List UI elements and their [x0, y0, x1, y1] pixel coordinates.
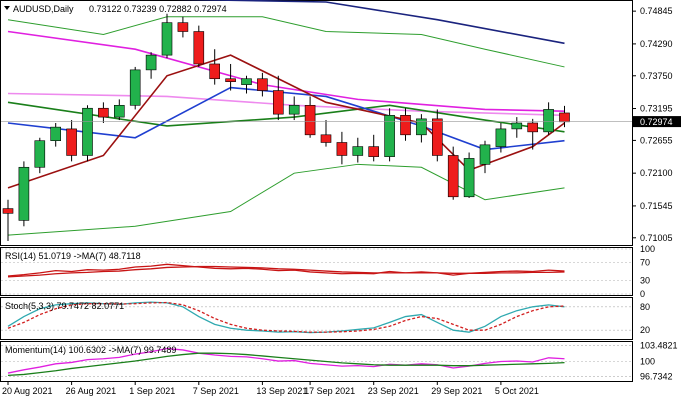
bull-candle: [129, 69, 141, 106]
momentum-lines: [7, 347, 565, 377]
price-tick-label: 0.72100: [640, 168, 673, 178]
bear-candle: [368, 146, 380, 157]
bear-candle: [400, 115, 411, 136]
bull-candle: [416, 118, 427, 136]
bull-candle: [50, 126, 62, 142]
bull-candle: [241, 78, 252, 85]
rsi-lines: [7, 263, 565, 278]
momentum-title: Momentum(14) 100.6302 ->MA(7) 99.7489: [5, 345, 176, 355]
rsi-title: RSI(14) 51.0719 ->MA(7) 48.7118: [5, 251, 141, 261]
bear-candle: [304, 104, 316, 136]
bull-candle: [511, 122, 523, 130]
date-tick-label: 13 Sep 2021: [256, 386, 307, 396]
date-tick-label: 23 Sep 2021: [368, 386, 419, 396]
bull-candle: [495, 128, 507, 147]
rsi-axis: 100 70 30 0: [640, 244, 655, 299]
panel-tick-label: 0: [640, 289, 645, 299]
overlay-line-ma_navy: [175, 0, 565, 45]
panel-tick-label: 100: [640, 244, 655, 254]
price-tick-label: 0.74845: [640, 6, 673, 16]
panel-tick-label: 30: [640, 276, 650, 286]
bull-candle: [352, 146, 364, 156]
date-tick-label: 17 Sep 2021: [304, 386, 355, 396]
price-tick-label: 0.74290: [640, 39, 673, 49]
bear-candle: [272, 90, 284, 115]
bull-candle: [288, 104, 300, 115]
bull-candle: [161, 22, 173, 56]
price-tick-label: 0.71005: [640, 233, 673, 243]
date-tick-label: 20 Aug 2021: [2, 386, 53, 396]
ohlc-label: 0.73122 0.73239 0.72882 0.72974: [89, 4, 227, 14]
date-tick-label: 1 Sep 2021: [129, 386, 175, 396]
indicator-line-stoch_dashed: [7, 301, 565, 333]
bear-candle: [257, 78, 268, 91]
bear-candle: [447, 155, 459, 198]
overlay-line-ma_green: [7, 101, 565, 133]
stoch-grid: [1, 306, 632, 331]
panel-tick-label: 96.7342: [640, 372, 673, 382]
overlay-line-bollinger: [7, 16, 565, 68]
date-tick-label: 5 Oct 2021: [495, 386, 539, 396]
bear-candle: [336, 142, 348, 156]
date-tick-label: 26 Aug 2021: [66, 386, 117, 396]
panel-tick-label: 103.4821: [640, 340, 678, 350]
date-axis: 20 Aug 2021 26 Aug 2021 1 Sep 2021 7 Sep 20…: [2, 381, 539, 396]
bear-candle: [431, 118, 443, 156]
bull-candle: [34, 140, 46, 168]
bear-candle: [66, 128, 77, 156]
bull-candle: [384, 115, 395, 157]
overlay-line-ma_magenta: [7, 30, 565, 112]
chart-header: AUDUSD,Daily 0.73122 0.73239 0.72882 0.7…: [4, 4, 227, 14]
price-tick-label: 0.73750: [640, 71, 673, 81]
bull-candle: [543, 109, 554, 133]
current-price-label: 0.72974: [640, 117, 673, 127]
bull-candle: [18, 166, 30, 221]
bull-candle: [479, 144, 491, 165]
price-tick-label: 0.71545: [640, 201, 673, 211]
panel-tick-label: 80: [640, 302, 650, 312]
stoch-lines: [7, 301, 565, 334]
bull-candle: [82, 107, 93, 156]
main-panel-frame: [0, 0, 633, 246]
momentum-axis: 103.4821 100 96.7342: [640, 340, 678, 381]
bear-candle: [98, 107, 109, 118]
price-tick-label: 0.73195: [640, 104, 673, 114]
stoch-panel-frame: [0, 297, 633, 340]
current-price-marker: 0.72974: [633, 116, 681, 128]
price-axis: 0.74845 0.74290 0.73750 0.73195 0.72655 0.721…: [632, 6, 673, 243]
symbol-dropdown-icon[interactable]: [4, 6, 10, 10]
bear-candle: [320, 134, 332, 143]
price-tick-label: 0.72655: [640, 135, 673, 145]
panel-tick-label: 70: [640, 258, 650, 268]
indicator-line-rsi_red: [7, 265, 565, 278]
stoch-title: Stoch(5,3,3) 79.7472 82.0771: [5, 301, 124, 311]
bull-candle: [463, 158, 475, 198]
bear-candle: [527, 122, 539, 133]
panel-tick-label: 20: [640, 325, 650, 335]
bear-candle: [225, 78, 236, 82]
bear-candle: [209, 63, 220, 80]
stoch-axis: 80 20: [640, 302, 650, 335]
date-tick-label: 29 Sep 2021: [431, 386, 482, 396]
date-tick-label: 7 Sep 2021: [193, 386, 239, 396]
bear-candle: [559, 112, 570, 123]
bull-candle: [145, 54, 157, 71]
bear-candle: [2, 208, 14, 214]
bull-candle: [114, 104, 125, 118]
rsi-grid: [1, 248, 632, 295]
symbol-label: AUDUSD,Daily: [13, 4, 74, 14]
main-candles: [2, 13, 570, 242]
bear-candle: [193, 31, 205, 65]
panel-tick-label: 100: [640, 357, 655, 367]
overlay-line-ma_darkred: [7, 54, 565, 189]
bear-candle: [177, 22, 189, 32]
indicator-line-momentum_green: [7, 352, 565, 377]
